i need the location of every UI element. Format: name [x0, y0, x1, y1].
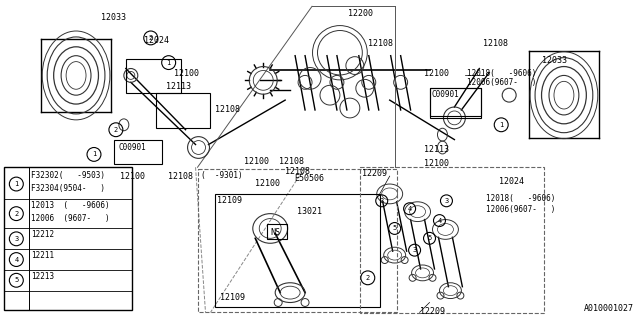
- Text: 3: 3: [444, 198, 449, 204]
- Bar: [360, 167, 544, 313]
- Bar: [156, 93, 211, 128]
- Text: 12033: 12033: [542, 56, 567, 65]
- Bar: [114, 140, 162, 164]
- Text: 1: 1: [92, 151, 96, 157]
- Text: 1: 1: [14, 181, 19, 187]
- Text: 3: 3: [14, 236, 19, 242]
- Text: 1: 1: [499, 122, 503, 128]
- Text: 12006(9607-   ): 12006(9607- ): [467, 78, 537, 87]
- Text: 12113: 12113: [166, 82, 191, 91]
- Text: C00901: C00901: [119, 143, 147, 152]
- Text: C00901: C00901: [431, 90, 460, 99]
- Text: 12013  (   -9606): 12013 ( -9606): [31, 201, 110, 210]
- Text: 1: 1: [166, 60, 171, 66]
- Text: F32302(   -9503): F32302( -9503): [31, 171, 105, 180]
- Text: 12108: 12108: [216, 105, 241, 114]
- Text: 12108: 12108: [483, 39, 508, 48]
- Text: 12006(9607-   ): 12006(9607- ): [486, 205, 556, 214]
- Text: 12018(   -9606): 12018( -9606): [467, 68, 537, 77]
- Text: 2: 2: [14, 211, 19, 217]
- Text: 12108: 12108: [285, 167, 310, 176]
- Text: 12100: 12100: [173, 68, 198, 77]
- Text: 12213: 12213: [31, 272, 54, 281]
- Text: 4: 4: [408, 206, 412, 212]
- Text: 12024: 12024: [144, 36, 169, 45]
- Text: 12100: 12100: [255, 179, 280, 188]
- Text: 12100: 12100: [120, 172, 145, 181]
- Text: 12006  (9607-   ): 12006 (9607- ): [31, 214, 110, 223]
- Text: 12100  12108: 12100 12108: [244, 157, 305, 166]
- Bar: [268, 224, 287, 239]
- Text: 2: 2: [148, 35, 153, 41]
- Bar: [4, 167, 132, 310]
- Text: 12211: 12211: [31, 251, 54, 260]
- Text: 12200: 12200: [348, 9, 373, 18]
- Text: 12108: 12108: [368, 39, 393, 48]
- Text: 12100: 12100: [424, 68, 449, 77]
- Text: 5: 5: [428, 235, 431, 241]
- Text: 3: 3: [380, 198, 384, 204]
- Text: 5: 5: [14, 277, 19, 283]
- Text: NS: NS: [270, 228, 280, 237]
- Text: 12209: 12209: [420, 308, 445, 316]
- Bar: [429, 88, 481, 116]
- Text: 3: 3: [412, 247, 417, 253]
- Text: 12109: 12109: [220, 292, 245, 302]
- Text: 12033: 12033: [101, 13, 126, 22]
- Bar: [216, 194, 380, 308]
- Text: E50506: E50506: [294, 174, 324, 183]
- Text: 2: 2: [365, 275, 370, 281]
- Text: 12100: 12100: [424, 159, 449, 168]
- Text: 12108: 12108: [168, 172, 193, 181]
- Bar: [126, 59, 180, 93]
- Text: F32304(9504-   ): F32304(9504- ): [31, 184, 105, 193]
- Text: 2: 2: [114, 127, 118, 133]
- Text: 5: 5: [392, 226, 397, 231]
- Text: 12113: 12113: [424, 145, 449, 154]
- Text: 4: 4: [437, 218, 442, 224]
- Text: 13021: 13021: [297, 207, 322, 216]
- Text: 12024: 12024: [499, 177, 524, 186]
- Text: A010001027: A010001027: [584, 304, 634, 313]
- Text: 12109: 12109: [218, 196, 243, 205]
- Bar: [198, 169, 397, 312]
- Text: 12209: 12209: [362, 169, 387, 178]
- Text: 4: 4: [14, 257, 19, 262]
- Text: (  -9301): ( -9301): [200, 171, 242, 180]
- Text: 12018(   -9606): 12018( -9606): [486, 194, 556, 203]
- Bar: [429, 88, 481, 118]
- Text: 12212: 12212: [31, 230, 54, 239]
